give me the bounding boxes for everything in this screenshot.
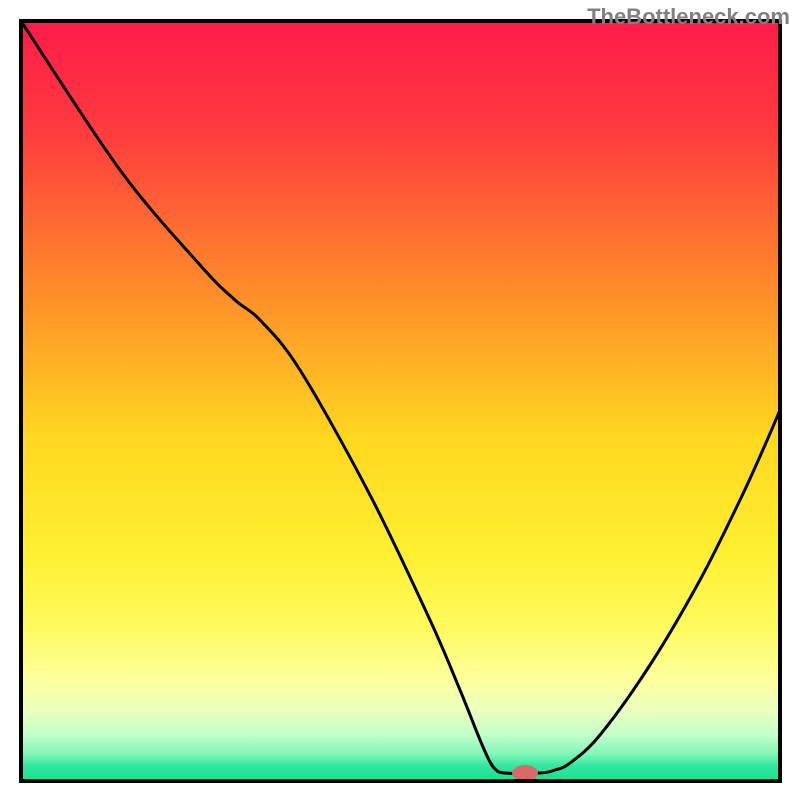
chart-svg bbox=[0, 0, 800, 800]
optimal-marker bbox=[512, 765, 538, 781]
bottleneck-chart: TheBottleneck.com bbox=[0, 0, 800, 800]
watermark-text: TheBottleneck.com bbox=[587, 4, 790, 30]
plot-background bbox=[21, 21, 780, 781]
